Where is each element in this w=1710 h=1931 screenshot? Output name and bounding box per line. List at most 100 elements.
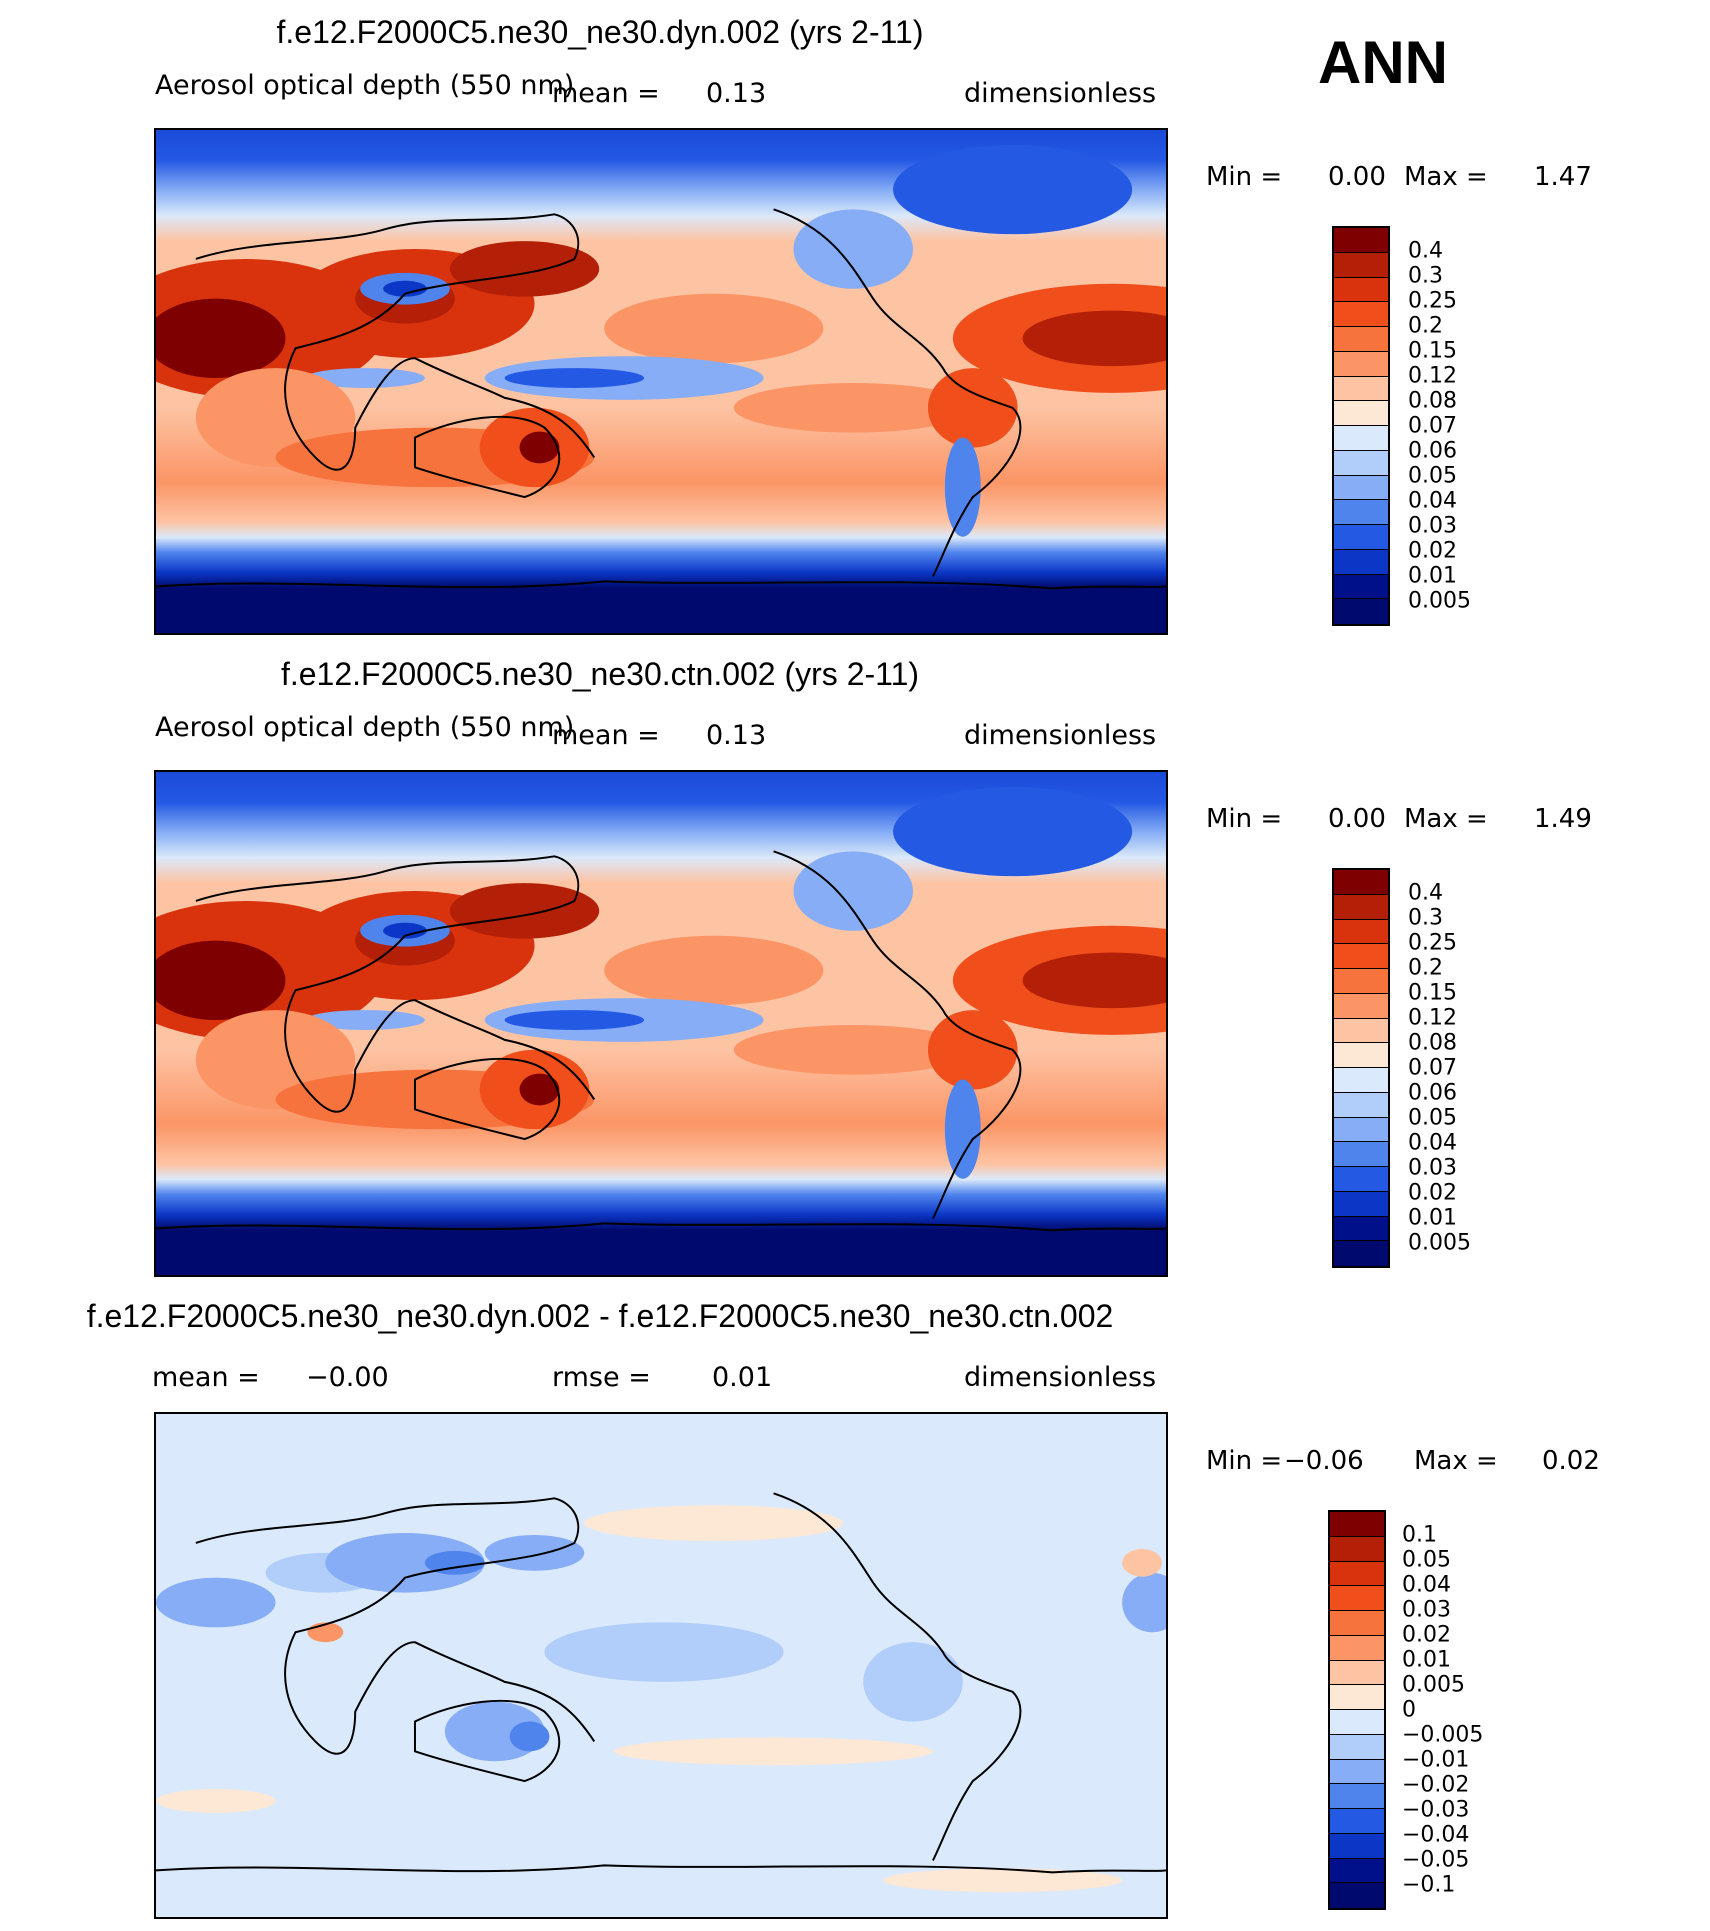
colorbar-level-label: 0.01 xyxy=(1408,563,1457,589)
colorbar-level-label: 0.04 xyxy=(1408,488,1457,514)
colorbar-level-label: 0.04 xyxy=(1408,1130,1457,1156)
colorbar-segment xyxy=(1330,1833,1384,1859)
max-label: Max = xyxy=(1414,1446,1498,1476)
colorbar-segment xyxy=(1334,401,1388,426)
colorbar-segment xyxy=(1330,1809,1384,1834)
colorbar-labels: 0.4 0.3 0.25 0.2 0.15 0.12 0.08 0.07 0.06 0.05 0.0… xyxy=(1408,868,1528,1268)
colorbar-level-label: 0.08 xyxy=(1408,1030,1457,1056)
season-label: ANN xyxy=(1318,29,1448,96)
colorbar-level-label: 0.4 xyxy=(1408,880,1443,906)
colorbar-level-label: −0.04 xyxy=(1402,1822,1470,1848)
colorbar-level-label: 0 xyxy=(1402,1697,1416,1723)
colorbar-level-label: 0.02 xyxy=(1408,538,1457,564)
rmse-value: 0.01 xyxy=(712,1362,773,1393)
panel-title: f.e12.F2000C5.ne30_ne30.dyn.002 - f.e12.… xyxy=(86,1298,1114,1334)
colorbar-segment xyxy=(1330,1685,1384,1710)
colorbar xyxy=(1332,868,1390,1268)
colorbar-level-label: 0.25 xyxy=(1408,930,1457,956)
colorbar-segment xyxy=(1334,1167,1388,1192)
aod-map xyxy=(154,128,1168,635)
mean-label: mean = xyxy=(152,1362,260,1393)
colorbar-level-label: 0.05 xyxy=(1408,1105,1457,1131)
mean-value: 0.13 xyxy=(706,78,767,109)
colorbar-segment xyxy=(1334,549,1388,575)
colorbar-segment xyxy=(1334,1241,1388,1266)
mean-label: mean = xyxy=(552,78,660,109)
colorbar-segment xyxy=(1330,1635,1384,1661)
colorbar-level-label: 0.04 xyxy=(1402,1572,1451,1598)
colorbar-segment xyxy=(1334,1092,1388,1118)
colorbar-segment xyxy=(1330,1858,1384,1884)
colorbar-level-label: 0.005 xyxy=(1402,1672,1465,1698)
max-value: 0.02 xyxy=(1542,1446,1600,1476)
colorbar-level-label: −0.03 xyxy=(1402,1797,1470,1823)
colorbar-segment xyxy=(1334,894,1388,920)
colorbar-segment xyxy=(1334,475,1388,501)
colorbar-level-label: 0.02 xyxy=(1408,1180,1457,1206)
colorbar-segment xyxy=(1334,327,1388,352)
colorbar-level-label: 0.08 xyxy=(1408,388,1457,414)
max-label: Max = xyxy=(1404,804,1488,834)
mean-label: mean = xyxy=(552,720,660,751)
min-value: 0.00 xyxy=(1328,162,1386,192)
colorbar-level-label: 0.03 xyxy=(1402,1597,1451,1623)
units-label: dimensionless xyxy=(964,1362,1157,1393)
variable-label: Aerosol optical depth (550 nm) xyxy=(155,712,575,743)
colorbar-level-label: 0.005 xyxy=(1408,588,1471,614)
colorbar-segment xyxy=(1334,870,1388,895)
colorbar-segment xyxy=(1334,1216,1388,1242)
colorbar-segment xyxy=(1330,1759,1384,1785)
colorbar-segment xyxy=(1334,1142,1388,1167)
colorbar-segment xyxy=(1334,1191,1388,1217)
min-value: 0.00 xyxy=(1328,804,1386,834)
max-label: Max = xyxy=(1404,162,1488,192)
colorbar-segment xyxy=(1334,277,1388,303)
aod-map xyxy=(154,770,1168,1277)
colorbar-segment xyxy=(1334,228,1388,253)
colorbar-segment xyxy=(1334,1068,1388,1093)
colorbar-segment xyxy=(1334,450,1388,476)
colorbar-level-label: 0.03 xyxy=(1408,1155,1457,1181)
mean-value: 0.13 xyxy=(706,720,767,751)
colorbar-level-label: −0.02 xyxy=(1402,1772,1470,1798)
colorbar-level-label: 0.05 xyxy=(1408,463,1457,489)
colorbar-labels: 0.1 0.05 0.04 0.03 0.02 0.01 0.005 0 −0.005 −0.01… xyxy=(1402,1510,1542,1910)
colorbar-segment xyxy=(1330,1734,1384,1760)
units-label: dimensionless xyxy=(964,78,1157,109)
map-field xyxy=(156,130,1166,633)
colorbar-level-label: 0.06 xyxy=(1408,438,1457,464)
min-label: Min = xyxy=(1206,1446,1283,1476)
min-value: −0.06 xyxy=(1284,1446,1364,1476)
min-label: Min = xyxy=(1206,804,1283,834)
colorbar-level-label: 0.2 xyxy=(1408,313,1443,339)
colorbar-level-label: 0.12 xyxy=(1408,363,1457,389)
colorbar-segment xyxy=(1334,599,1388,624)
colorbar-level-label: 0.005 xyxy=(1408,1230,1471,1256)
colorbar-segment xyxy=(1330,1660,1384,1686)
colorbar-level-label: 0.01 xyxy=(1402,1647,1451,1673)
difference-map xyxy=(154,1412,1168,1919)
colorbar-level-label: 0.2 xyxy=(1408,955,1443,981)
map-field xyxy=(156,1414,1166,1917)
colorbar-level-label: 0.03 xyxy=(1408,513,1457,539)
colorbar-level-label: −0.1 xyxy=(1402,1872,1456,1898)
colorbar-segment xyxy=(1334,525,1388,550)
mean-value: −0.00 xyxy=(306,1362,389,1393)
colorbar-level-label: −0.005 xyxy=(1402,1722,1484,1748)
panel-title: f.e12.F2000C5.ne30_ne30.dyn.002 (yrs 2-1… xyxy=(276,14,924,50)
colorbar xyxy=(1328,1510,1386,1910)
max-value: 1.47 xyxy=(1534,162,1592,192)
colorbar-level-label: 0.15 xyxy=(1408,980,1457,1006)
units-label: dimensionless xyxy=(964,720,1157,751)
colorbar-segment xyxy=(1334,1043,1388,1068)
rmse-label: rmse = xyxy=(552,1362,651,1393)
panel-title: f.e12.F2000C5.ne30_ne30.ctn.002 (yrs 2-1… xyxy=(280,656,920,692)
colorbar-level-label: 0.07 xyxy=(1408,1055,1457,1081)
colorbar-segment xyxy=(1330,1512,1384,1537)
colorbar-segment xyxy=(1330,1561,1384,1587)
colorbar-segment xyxy=(1330,1883,1384,1908)
colorbar-segment xyxy=(1334,426,1388,451)
colorbar-level-label: 0.02 xyxy=(1402,1622,1451,1648)
colorbar xyxy=(1332,226,1390,626)
colorbar-level-label: 0.15 xyxy=(1408,338,1457,364)
